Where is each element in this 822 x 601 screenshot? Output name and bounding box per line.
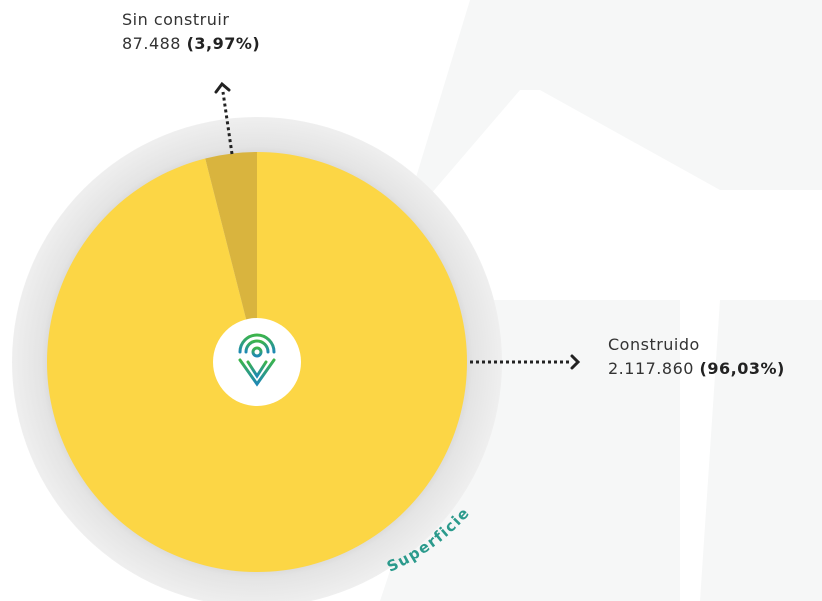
- label-value: 2.117.860 (96,03%): [608, 359, 785, 378]
- logo: [238, 333, 276, 387]
- label-name: Sin construir: [122, 10, 229, 29]
- value-label: 2.117.860: [608, 359, 694, 378]
- label-value: 87.488 (3,97%): [122, 34, 260, 53]
- leader-lines: [221, 91, 572, 364]
- label-name: Construido: [608, 335, 700, 354]
- arrowheads: [214, 81, 581, 370]
- value-label: 87.488: [122, 34, 181, 53]
- center-badge: [213, 318, 301, 406]
- percent-label: (3,97%): [187, 34, 261, 53]
- pie-slice: [205, 152, 257, 362]
- percent-label: (96,03%): [700, 359, 785, 378]
